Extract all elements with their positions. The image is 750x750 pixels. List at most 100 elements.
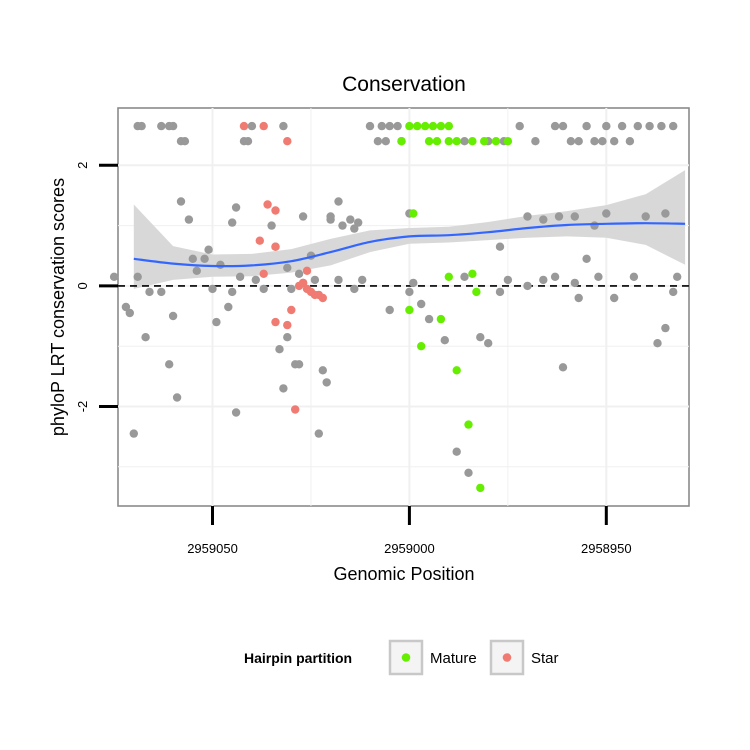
point-other	[570, 212, 579, 221]
x-tick-label: 2958950	[581, 541, 632, 556]
point-other	[365, 121, 375, 131]
point-other	[231, 408, 241, 417]
point-mature	[468, 137, 477, 146]
point-other	[610, 137, 619, 146]
legend-label-star: Star	[531, 650, 559, 667]
point-other	[385, 305, 394, 315]
legend: Hairpin partition Mature Star	[244, 639, 559, 676]
point-other	[484, 339, 493, 348]
y-tick-label: 2	[75, 162, 90, 169]
point-mature	[413, 121, 422, 131]
point-other	[464, 468, 473, 477]
point-other	[310, 275, 320, 285]
x-tick-label: 2959050	[187, 541, 238, 556]
point-other	[137, 121, 146, 131]
point-other	[141, 333, 150, 342]
point-other	[314, 429, 323, 438]
point-other	[409, 278, 418, 288]
point-mature	[452, 137, 461, 146]
point-other	[550, 121, 560, 131]
point-other	[385, 121, 394, 131]
point-other	[180, 137, 190, 146]
point-other	[476, 333, 485, 342]
point-star	[271, 242, 280, 251]
point-other	[172, 393, 182, 402]
point-other	[645, 121, 654, 131]
scatter-points	[109, 121, 682, 493]
point-other	[208, 284, 217, 294]
point-other	[109, 272, 119, 281]
point-other	[558, 121, 568, 131]
point-other	[531, 137, 540, 146]
point-other	[267, 221, 276, 230]
point-other	[200, 254, 209, 263]
point-other	[440, 336, 449, 345]
point-other	[653, 339, 662, 348]
point-other	[515, 121, 524, 131]
point-other	[602, 121, 611, 131]
point-star	[302, 266, 312, 275]
point-star	[291, 405, 300, 414]
point-other	[590, 137, 599, 146]
point-other	[350, 224, 359, 233]
point-other	[417, 299, 426, 309]
point-mature	[444, 121, 453, 131]
point-star	[287, 305, 296, 315]
point-other	[298, 212, 308, 221]
point-star	[283, 137, 292, 146]
point-other	[629, 272, 639, 281]
point-other	[243, 137, 253, 146]
point-mature	[417, 342, 426, 351]
point-other	[558, 363, 568, 372]
point-other	[405, 287, 414, 297]
point-other	[287, 284, 296, 294]
point-other	[224, 302, 233, 312]
point-other	[334, 197, 343, 206]
point-other	[661, 323, 670, 333]
point-other	[617, 121, 627, 131]
point-mature	[491, 137, 501, 146]
point-mature	[503, 137, 513, 146]
point-mature	[405, 305, 414, 315]
point-other	[168, 311, 178, 321]
point-mature	[464, 420, 473, 429]
point-other	[157, 287, 166, 297]
point-other	[523, 212, 532, 221]
point-other	[673, 272, 682, 281]
point-other	[334, 275, 343, 285]
point-star	[255, 236, 264, 245]
point-other	[188, 254, 197, 263]
point-other	[184, 215, 194, 224]
point-other	[495, 242, 505, 251]
point-other	[657, 121, 666, 131]
point-mature	[436, 121, 446, 131]
point-other	[283, 333, 292, 342]
point-other	[231, 203, 241, 212]
point-other	[452, 447, 461, 456]
point-other	[669, 287, 678, 297]
legend-star-icon	[502, 653, 512, 662]
point-other	[539, 275, 548, 285]
point-other	[294, 360, 304, 369]
point-mature	[409, 209, 418, 218]
point-other	[283, 263, 292, 272]
point-star	[259, 269, 268, 278]
point-other	[228, 218, 237, 227]
point-other	[259, 284, 268, 294]
point-mature	[476, 483, 485, 493]
plot-panel	[109, 107, 690, 507]
point-other	[574, 137, 583, 146]
y-axis-title: phyloP LRT conservation scores	[48, 178, 68, 436]
point-other	[192, 266, 201, 275]
point-other	[354, 218, 363, 227]
point-other	[377, 121, 386, 131]
point-other	[176, 197, 186, 206]
y-tick-label: -2	[75, 401, 90, 413]
x-axis-title: Genomic Position	[333, 564, 474, 584]
point-star	[239, 121, 249, 131]
point-other	[129, 429, 138, 438]
chart-title: Conservation	[342, 73, 466, 96]
point-mature	[436, 314, 446, 324]
point-other	[350, 284, 359, 294]
